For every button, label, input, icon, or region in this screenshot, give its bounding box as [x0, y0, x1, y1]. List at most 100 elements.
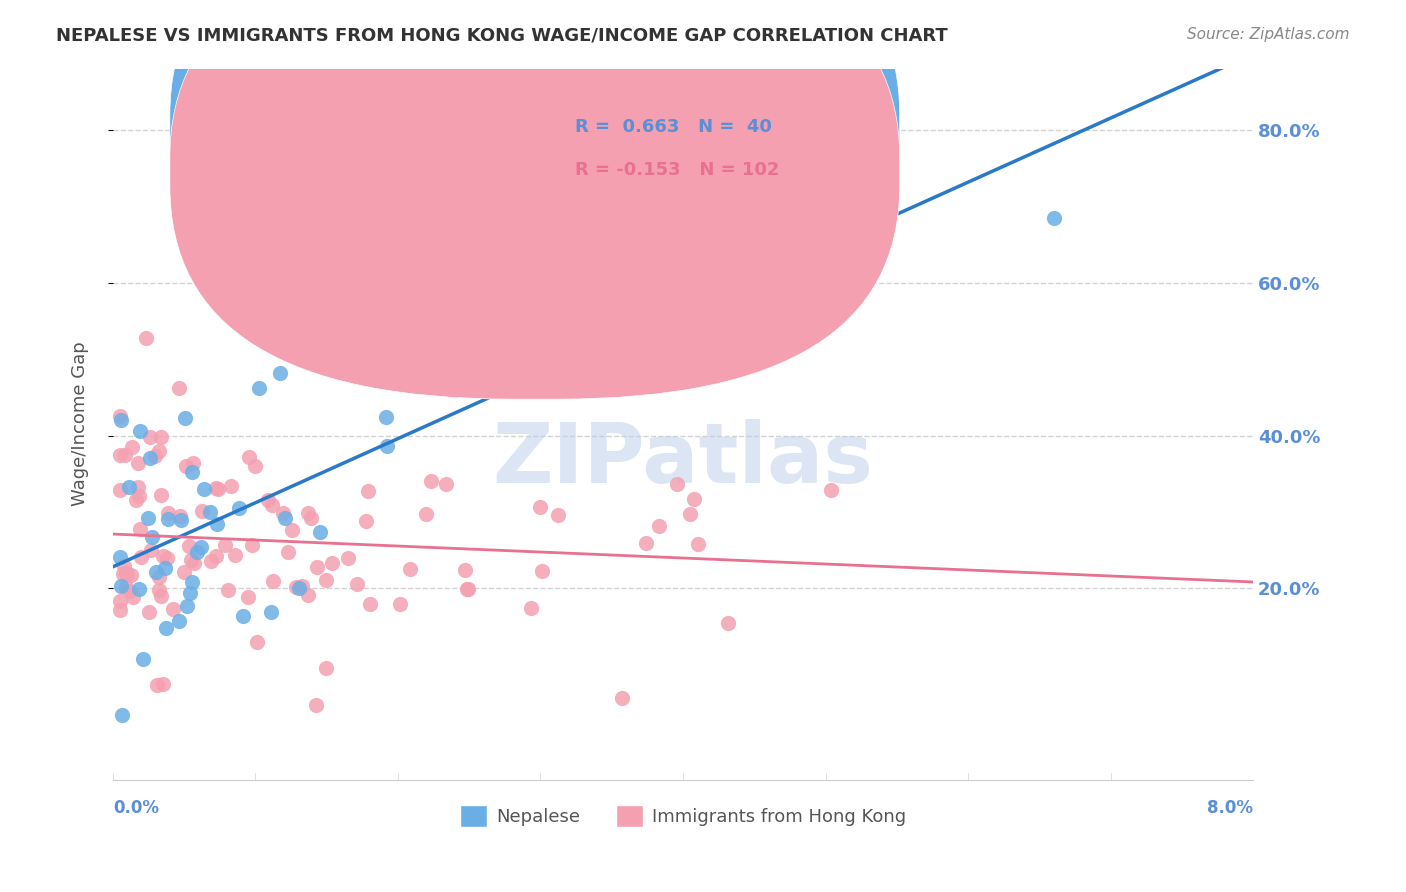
Point	[238, 450, 260, 464]
Point	[612, 690, 634, 705]
Point	[110, 413, 132, 427]
Point	[260, 606, 283, 620]
Text: R =  0.663   N =  40: R = 0.663 N = 40	[575, 118, 772, 136]
Point	[190, 541, 212, 555]
Point	[112, 559, 135, 574]
Point	[108, 483, 131, 497]
Point	[111, 708, 134, 723]
Point	[108, 448, 131, 462]
Point	[155, 551, 177, 566]
Point	[135, 330, 157, 344]
Point	[108, 603, 131, 617]
Point	[686, 537, 709, 551]
Point	[388, 597, 411, 611]
Point	[249, 381, 271, 395]
Point	[336, 551, 359, 566]
Point	[118, 480, 141, 494]
Point	[150, 488, 173, 502]
Point	[305, 560, 328, 574]
Point	[297, 588, 319, 602]
Point	[129, 550, 152, 565]
Point	[529, 500, 551, 515]
Point	[434, 476, 457, 491]
Point	[170, 513, 193, 527]
Point	[205, 549, 228, 563]
Text: Source: ZipAtlas.com: Source: ZipAtlas.com	[1187, 27, 1350, 42]
Point	[315, 574, 337, 588]
Point	[120, 567, 142, 582]
Point	[179, 553, 201, 567]
Point	[167, 614, 190, 628]
Point	[114, 580, 136, 594]
Point	[346, 576, 368, 591]
Point	[207, 516, 229, 531]
Text: R = -0.153   N = 102: R = -0.153 N = 102	[575, 161, 779, 179]
Point	[127, 457, 149, 471]
Point	[148, 444, 170, 458]
Point	[271, 507, 294, 521]
Point	[128, 522, 150, 536]
Point	[114, 448, 136, 462]
Point	[243, 458, 266, 473]
Point	[112, 567, 135, 582]
Point	[121, 441, 143, 455]
Point	[321, 556, 343, 570]
Point	[228, 501, 250, 516]
Point	[141, 543, 163, 558]
Point	[305, 698, 328, 712]
Point	[179, 585, 201, 599]
FancyBboxPatch shape	[489, 97, 820, 203]
Point	[281, 523, 304, 537]
Point	[141, 530, 163, 544]
Point	[648, 519, 671, 533]
Point	[143, 449, 166, 463]
Point	[537, 182, 560, 196]
Point	[148, 570, 170, 584]
Point	[415, 507, 437, 521]
Point	[131, 652, 153, 666]
Point	[138, 450, 160, 465]
Point	[110, 579, 132, 593]
Point	[277, 544, 299, 558]
Point	[173, 411, 195, 425]
Point	[375, 439, 398, 453]
Point	[125, 493, 148, 508]
Point	[200, 554, 222, 568]
Point	[717, 615, 740, 630]
Point	[354, 515, 377, 529]
Point	[406, 376, 429, 391]
Point	[217, 583, 239, 598]
Point	[146, 678, 169, 692]
Point	[108, 550, 131, 565]
Point	[207, 482, 229, 496]
Point	[666, 476, 689, 491]
Point	[297, 507, 319, 521]
Point	[186, 545, 208, 559]
Point	[274, 511, 297, 525]
Point	[231, 609, 253, 624]
Point	[193, 482, 215, 496]
Point	[152, 549, 174, 564]
Point	[520, 601, 543, 615]
Point	[129, 424, 152, 438]
Point	[162, 602, 184, 616]
Point	[167, 381, 190, 395]
Point	[180, 575, 202, 590]
Point	[399, 562, 422, 576]
Legend: Nepalese, Immigrants from Hong Kong: Nepalese, Immigrants from Hong Kong	[453, 798, 914, 835]
Point	[177, 540, 200, 554]
Point	[299, 511, 322, 525]
Point	[530, 564, 553, 578]
Point	[205, 481, 228, 495]
Point	[1042, 211, 1064, 225]
Point	[359, 597, 381, 611]
Point	[820, 483, 842, 497]
Point	[145, 565, 167, 579]
Point	[219, 479, 242, 493]
Point	[291, 579, 314, 593]
Point	[121, 590, 143, 604]
Point	[315, 661, 337, 675]
Point	[157, 507, 180, 521]
Point	[128, 582, 150, 597]
Point	[173, 566, 195, 580]
